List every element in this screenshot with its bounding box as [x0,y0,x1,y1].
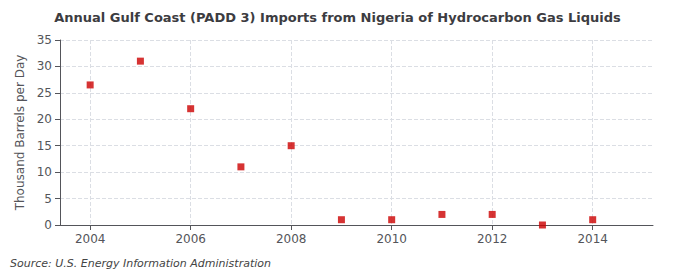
svg-text:2004: 2004 [75,232,106,246]
svg-text:2010: 2010 [376,232,407,246]
svg-text:25: 25 [37,86,52,100]
svg-text:Annual Gulf Coast (PADD 3) Imp: Annual Gulf Coast (PADD 3) Imports from … [54,10,621,25]
svg-text:20: 20 [37,112,52,126]
svg-text:35: 35 [37,33,52,47]
svg-text:2012: 2012 [477,232,508,246]
svg-text:15: 15 [37,139,52,153]
svg-text:0: 0 [44,218,52,232]
svg-text:2006: 2006 [175,232,206,246]
svg-text:30: 30 [37,59,52,73]
svg-text:Thousand Barrels per Day: Thousand Barrels per Day [13,55,27,212]
svg-text:5: 5 [44,192,52,206]
svg-text:10: 10 [37,165,52,179]
svg-text:2014: 2014 [577,232,608,246]
svg-text:2008: 2008 [276,232,307,246]
svg-text:Source: U.S. Energy Informatio: Source: U.S. Energy Information Administ… [10,257,271,270]
